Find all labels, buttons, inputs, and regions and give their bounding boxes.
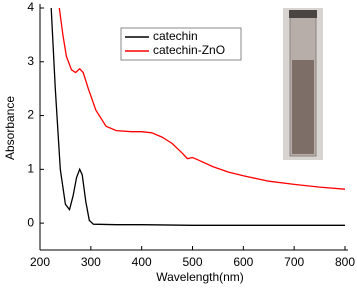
liquid (292, 60, 314, 154)
x-tick-label: 300 (81, 255, 101, 269)
x-tick-label: 200 (30, 255, 50, 269)
y-tick-label: 4 (27, 0, 34, 14)
legend-label: catechin-ZnO (153, 43, 225, 57)
series-line (58, 7, 346, 190)
x-tick-label: 400 (132, 255, 152, 269)
y-tick-label: 3 (27, 54, 34, 68)
y-axis-label: Absorbance (3, 96, 17, 160)
y-tick-label: 1 (27, 162, 34, 176)
inset-photo (283, 8, 323, 160)
legend-box (120, 27, 242, 61)
y-tick-label: 2 (27, 108, 34, 122)
y-tick-label: 0 (27, 215, 34, 229)
legend-label: catechin (153, 29, 198, 43)
series-line (50, 7, 345, 226)
cap (289, 10, 317, 18)
x-axis-label: Wavelength(nm) (156, 270, 244, 284)
x-tick-label: 500 (182, 255, 202, 269)
x-tick-label: 600 (233, 255, 253, 269)
x-tick-label: 800 (335, 255, 355, 269)
x-tick-label: 700 (284, 255, 304, 269)
